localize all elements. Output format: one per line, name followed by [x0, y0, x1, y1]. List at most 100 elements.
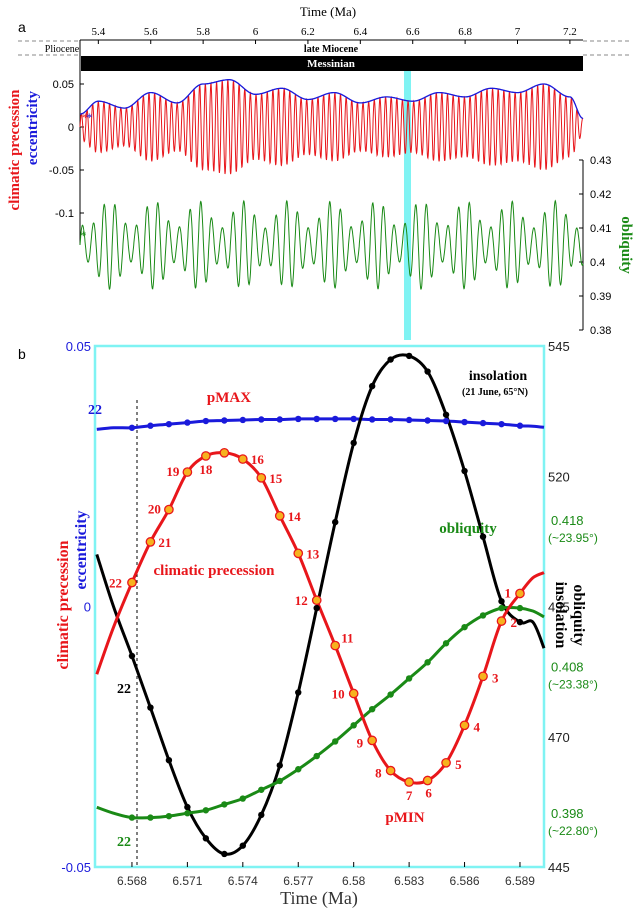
panel-a-x-tick-label: 6.8	[458, 26, 472, 38]
panel-a-x-tick-label: 6.6	[406, 26, 420, 38]
insolation-point	[276, 762, 283, 769]
eccentricity-point	[147, 422, 154, 429]
obliquity-point	[128, 814, 136, 821]
panel-a-ylabel-obliquity: obliquity	[618, 216, 634, 274]
panel-a-obliquity-line	[79, 199, 584, 290]
panel-a-obliquity-star: *	[80, 228, 87, 243]
panel-b-y-ticks-obliquity: 0.418 (~23.95°) 0.408 (~23.38°) 0.398 (~22.80…	[548, 513, 598, 838]
panel-b-y-ticks-insolation: 545 520 495 470 445	[548, 339, 570, 875]
panel-a-label: a	[18, 19, 26, 35]
eccentricity-point	[239, 416, 247, 424]
panel-b-insolation-tick-label: 495	[548, 600, 570, 615]
panel-a-x-ticks: 5.4 5.6 5.8 6 6.2 6.4 6.6 6.8 7 7.2	[91, 26, 577, 44]
precession-point-label: 21	[158, 535, 171, 550]
eccentricity-point	[350, 415, 357, 423]
precession-point-label: 6	[425, 786, 432, 801]
precession-marker	[293, 548, 304, 559]
panel-b: b 6.568 6.571 6.574 6.577 6.58 6.583 6.586 6.58…	[18, 339, 598, 909]
panel-a-y-tick-label: 0	[68, 122, 74, 134]
panel-b-ylabel-precession: climatic precession	[55, 540, 72, 669]
precession-point-label: 7	[406, 788, 413, 803]
obliquity-point	[276, 777, 283, 785]
panel-b-frame	[93, 344, 546, 869]
obliquity-point	[442, 640, 450, 647]
precession-point-label: 18	[199, 462, 213, 477]
insolation-label: insolation	[469, 369, 528, 384]
insolation-point	[221, 850, 228, 858]
panel-b-x-ticks: 6.568 6.571 6.574 6.577 6.58 6.583 6.586 6.589	[117, 862, 535, 888]
obliquity-point	[221, 801, 228, 808]
panel-b-insolation-tick-label: 545	[548, 339, 570, 354]
panel-b-insolation-tick-label: 445	[548, 860, 570, 875]
eccentricity-point	[498, 420, 505, 428]
panel-a-ylabel-precession: climatic precession	[7, 89, 23, 211]
panel-a-precession-star: *	[82, 110, 89, 125]
insolation-point	[387, 356, 394, 363]
precession-marker	[256, 472, 267, 483]
precession-point-label: 1	[504, 585, 511, 600]
precession-marker	[237, 454, 248, 464]
insolation-point	[128, 652, 136, 660]
panel-b-xlabel: Time (Ma)	[280, 888, 358, 909]
panel-a-x-tick-label: 6.2	[301, 26, 315, 38]
obliquity-point	[332, 738, 339, 745]
panel-b-eccentricity-line	[96, 417, 545, 431]
insolation-point	[405, 352, 413, 360]
precession-point-label: 20	[148, 502, 161, 517]
precession-marker	[385, 765, 396, 776]
obliquity-point	[184, 810, 191, 817]
panel-a-x-tick-label: 5.6	[144, 26, 158, 38]
panel-b-insolation-tick-label: 470	[548, 730, 570, 745]
panel-a: a Time (Ma) 5.4 5.6 5.8 6 6.2 6.4 6.6 6.8 7 7.2 P…	[7, 4, 634, 340]
precession-point-label: 22	[109, 576, 122, 591]
obliquity-point	[147, 814, 154, 821]
precession-marker	[311, 595, 322, 606]
precession-marker	[182, 467, 193, 477]
panel-a-eccentricity-line	[80, 79, 583, 120]
obliquity-point	[387, 691, 394, 698]
panel-b-x-tick-label: 6.589	[505, 874, 535, 888]
precession-marker	[145, 537, 156, 547]
obliquity-point	[350, 722, 357, 729]
insolation-point	[479, 533, 487, 540]
precession-marker	[478, 671, 488, 682]
eccentricity-point	[128, 424, 136, 431]
panel-b-obliquity-tick-label: 0.398	[551, 806, 584, 821]
panel-b-y-tick-label: 0.05	[66, 339, 91, 354]
panel-a-xlabel: Time (Ma)	[300, 4, 356, 19]
precession-marker	[219, 447, 230, 458]
panel-a-right-tick-label: 0.42	[590, 189, 611, 201]
panel-a-right-tick-label: 0.4	[590, 257, 605, 269]
eccentricity-point	[461, 418, 468, 426]
precession-point-label: 14	[288, 509, 302, 524]
obliquity-point	[202, 807, 210, 814]
obliquity-point	[165, 812, 173, 820]
obliquity-point	[498, 604, 505, 612]
eccentricity-point	[387, 416, 394, 423]
precession-point-label: 8	[375, 766, 382, 781]
panel-a-y-tick-label: -0.1	[55, 208, 74, 220]
panel-b-obliquity-tick-label: 0.408	[551, 660, 584, 675]
insolation-point	[258, 811, 265, 819]
eccentricity-number-22: 22	[88, 403, 102, 418]
precession-point-label: 2	[511, 615, 518, 630]
panel-a-x-tick-label: 5.4	[91, 26, 105, 38]
panel-b-obliquity-degree-label: (~23.38°)	[548, 678, 598, 692]
precession-marker	[496, 616, 507, 626]
panel-b-ylabel-obliquity: obliquity	[570, 584, 587, 645]
obliquity-point	[479, 612, 487, 619]
precession-marker	[515, 588, 525, 599]
precession-marker	[164, 504, 174, 515]
panel-a-x-tick-label: 6.4	[353, 26, 367, 38]
precession-marker	[367, 735, 378, 746]
panel-b-x-tick-label: 6.586	[450, 874, 480, 888]
precession-curve-label: climatic precession	[154, 563, 276, 579]
stage-messinian: Messinian	[307, 58, 355, 70]
panel-b-x-tick-label: 6.568	[117, 874, 147, 888]
obliquity-point	[368, 705, 376, 713]
panel-b-ylabel-insolation: insolation	[552, 582, 569, 649]
insolation-point	[424, 368, 431, 375]
panel-a-x-tick-label: 7	[515, 26, 521, 38]
precession-point-label: 5	[455, 757, 462, 772]
